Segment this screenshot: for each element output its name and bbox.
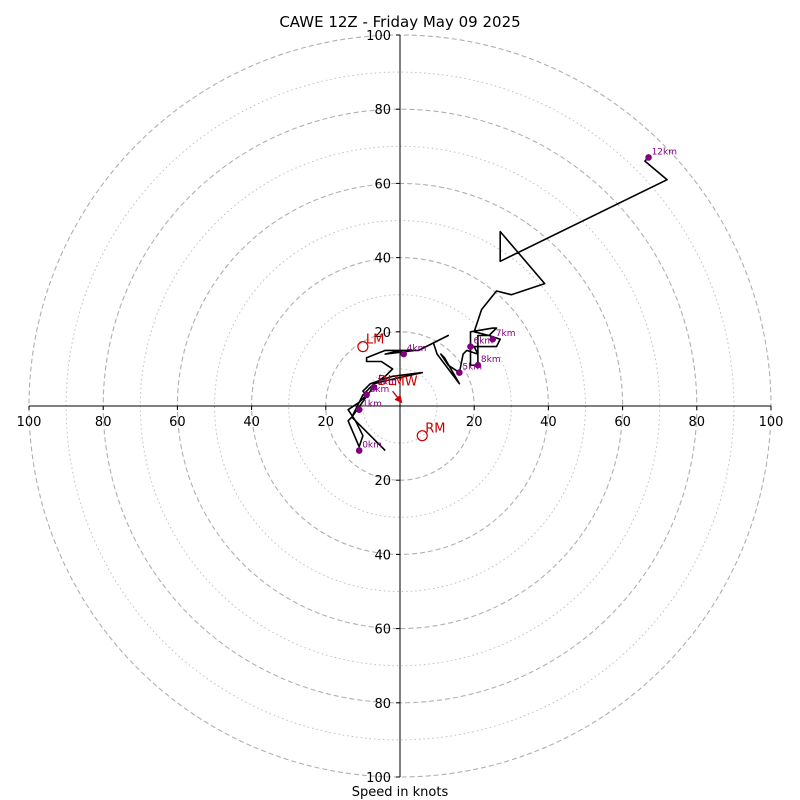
height-marker-5km (456, 369, 463, 376)
hodograph-trace (347, 156, 668, 452)
tick-labels: 100 80 60 40 20 20 40 60 80 100 100 80 60 40 20 20 40 60 8… (17, 29, 784, 786)
x-tick-label: 80 (95, 415, 112, 430)
y-tick-label: 40 (374, 548, 391, 563)
height-marker-4km (400, 350, 408, 358)
storm-motion-label-rm: RM (425, 422, 445, 437)
height-marker-label-8km: 8km (481, 355, 501, 365)
height-marker-12km (645, 154, 652, 161)
height-marker-label-5km: 5km (462, 363, 482, 373)
storm-motion-label-lm: LM (366, 333, 384, 348)
height-marker-3km (370, 384, 378, 391)
height-marker-label-4km: 4km (407, 344, 427, 354)
height-marker-label-2km: 2km (370, 385, 390, 395)
y-tick-label: 60 (374, 623, 391, 638)
height-marker-label-7km: 7km (496, 329, 516, 339)
y-tick-label: 40 (374, 252, 391, 267)
height-marker-6km (467, 343, 474, 350)
y-tick-label: 80 (374, 103, 391, 118)
y-tick-label: 20 (374, 326, 391, 341)
x-tick-label: 40 (243, 415, 260, 430)
y-tick-label: 100 (366, 771, 391, 786)
chart-title: CAWE 12Z - Friday May 09 2025 (279, 13, 520, 31)
x-tick-label: 100 (759, 415, 784, 430)
height-marker-label-12km: 12km (652, 147, 677, 157)
height-marker-label-1km: 1km (362, 400, 382, 410)
height-marker-8km (474, 361, 482, 369)
y-tick-label: 100 (366, 29, 391, 44)
storm-motion-dl-arrow (392, 390, 403, 404)
x-tick-label: 80 (689, 415, 706, 430)
x-tick-label: 20 (466, 415, 483, 430)
hodograph-line (347, 156, 668, 452)
y-tick-label: 80 (374, 697, 391, 712)
y-tick-label: 20 (374, 474, 391, 489)
x-tick-label: 60 (169, 415, 186, 430)
y-tick-label: 60 (374, 177, 391, 192)
x-tick-label: 40 (540, 415, 557, 430)
height-marker-label-0km: 0km (362, 441, 382, 451)
axes (29, 35, 771, 777)
height-marker-2km (363, 391, 370, 399)
storm-motion-rm (416, 430, 428, 442)
height-marker-7km (489, 335, 497, 343)
height-marker-label-6km: 6km (473, 337, 493, 347)
x-tick-label: 20 (318, 415, 335, 430)
storm-motion-lm (357, 341, 369, 353)
height-marker-label-3km: 3km (377, 377, 397, 387)
height-marker-0km (355, 447, 363, 454)
x-tick-label: 100 (17, 415, 42, 430)
storm-motion-label-dl: DL (378, 374, 396, 389)
x-axis-label: Speed in knots (352, 785, 449, 800)
height-marker-1km (355, 406, 363, 414)
x-tick-label: 60 (614, 415, 631, 430)
storm-motion-label-mw: MW (394, 374, 418, 389)
